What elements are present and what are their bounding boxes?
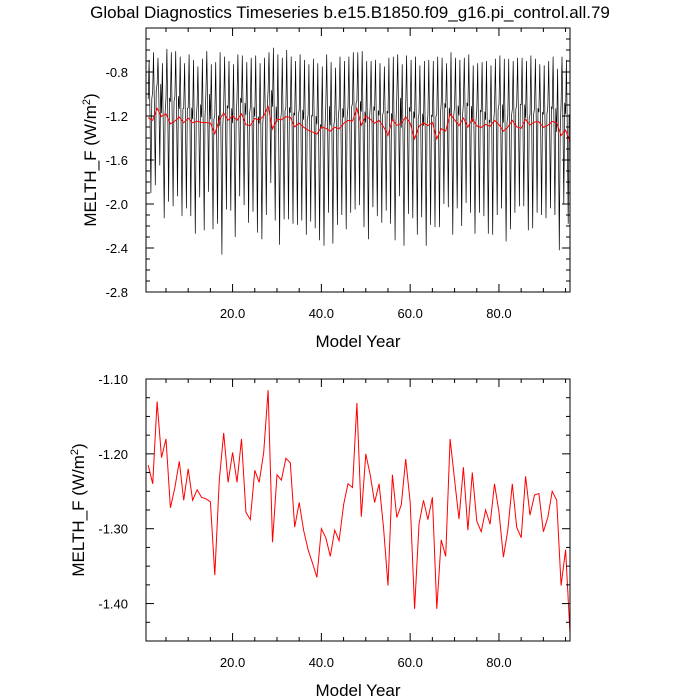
annual-mean-line-top [147, 105, 570, 144]
bottom-xtick-label: 20.0 [220, 655, 245, 670]
top-xtick-label: 80.0 [486, 306, 511, 321]
bottom-ytick-label: -1.30 [98, 522, 128, 537]
bottom-ylabel-text: MELTH_F (W/m [69, 455, 88, 577]
top-ytick-label: -2.4 [106, 241, 128, 256]
top-ticks: 20.0 40.0 60.0 80.0 -0.8 -1.2 -1.6 -2.0 -2.4 -2.8 [106, 27, 570, 321]
bottom-ytick-label: -1.40 [98, 597, 128, 612]
top-ylabel: MELTH_F (W/m2) [81, 93, 100, 226]
bottom-xtick-label: 40.0 [309, 655, 334, 670]
top-panel: 20.0 40.0 60.0 80.0 -0.8 -1.2 -1.6 -2.0 -2.4 -2.8… [81, 27, 571, 351]
bottom-xtick-label: 60.0 [398, 655, 423, 670]
bottom-data-layer [147, 390, 570, 634]
top-ytick-label: -2.8 [106, 285, 128, 300]
top-data-layer [147, 47, 570, 255]
top-ytick-label: -0.8 [106, 65, 128, 80]
bottom-ylabel-close: ) [69, 443, 88, 449]
top-xtick-label: 40.0 [309, 306, 334, 321]
monthly-series-line [147, 47, 570, 255]
top-xtick-label: 20.0 [220, 306, 245, 321]
chart-title: Global Diagnostics Timeseries b.e15.B185… [90, 3, 610, 22]
top-ylabel-text: MELTH_F (W/m [81, 105, 100, 227]
bottom-xtick-label: 80.0 [486, 655, 511, 670]
bottom-ylabel: MELTH_F (W/m2) [69, 443, 88, 576]
top-ytick-label: -1.6 [106, 153, 128, 168]
top-ytick-label: -2.0 [106, 197, 128, 212]
top-ylabel-sup: 2 [81, 99, 93, 105]
top-xlabel: Model Year [315, 332, 400, 351]
bottom-ytick-label: -1.20 [98, 447, 128, 462]
bottom-ytick-label: -1.10 [98, 372, 128, 387]
bottom-plot-frame [145, 378, 571, 642]
bottom-xlabel: Model Year [315, 681, 400, 700]
bottom-panel: 20.0 40.0 60.0 80.0 -1.10 -1.20 -1.30 -1.40 Mod… [69, 372, 571, 700]
annual-mean-line [147, 390, 570, 634]
bottom-ylabel-sup: 2 [69, 449, 81, 455]
bottom-ticks: 20.0 40.0 60.0 80.0 -1.10 -1.20 -1.30 -1.40 [98, 372, 570, 670]
top-xtick-label: 60.0 [398, 306, 423, 321]
top-ylabel-close: ) [81, 93, 100, 99]
top-ytick-label: -1.2 [106, 109, 128, 124]
